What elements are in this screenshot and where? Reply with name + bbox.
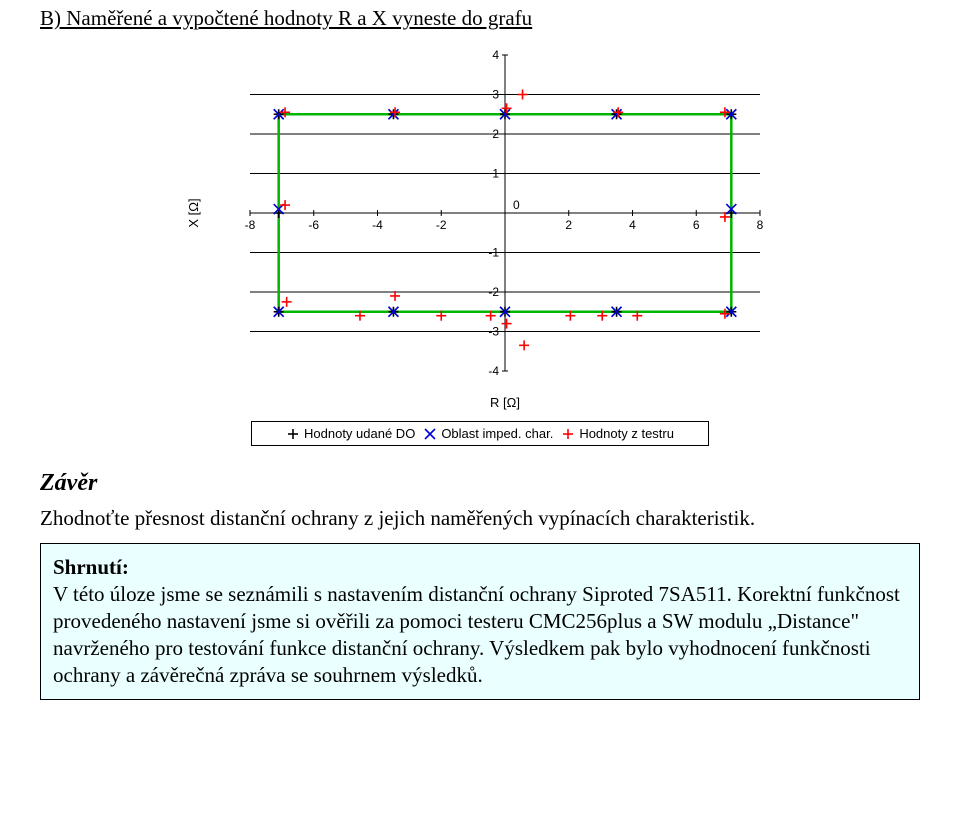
summary-lead: Shrnutí: [53, 555, 129, 579]
conclusion-heading: Závěr [40, 470, 920, 497]
legend-label: Oblast imped. char. [441, 426, 553, 441]
svg-text:8: 8 [757, 218, 764, 232]
plus-marker-icon [286, 427, 300, 441]
legend-item: Hodnoty z testru [561, 426, 674, 441]
svg-text:4: 4 [629, 218, 636, 232]
svg-text:-4: -4 [372, 218, 383, 232]
summary-body: V této úloze jsme se seznámili s nastave… [53, 582, 900, 687]
impedance-chart: -8 -6 -4 -2 0 2 4 6 8 -4 -3 -2 -1 1 2 3 4 R [Ω] X [Ω] [180, 45, 780, 415]
svg-text:-6: -6 [308, 218, 319, 232]
svg-text:R [Ω]: R [Ω] [490, 395, 520, 410]
svg-text:0: 0 [513, 198, 520, 212]
legend-label: Hodnoty z testru [579, 426, 674, 441]
svg-text:-2: -2 [488, 285, 499, 299]
legend-item: Oblast imped. char. [423, 426, 553, 441]
svg-text:2: 2 [492, 127, 499, 141]
legend-label: Hodnoty udané DO [304, 426, 415, 441]
page: B) Naměřené a vypočtené hodnoty R a X vy… [0, 0, 960, 830]
chart-legend: Hodnoty udané DO Oblast imped. char. Hodno… [251, 421, 709, 446]
x-marker-icon [423, 427, 437, 441]
svg-text:-2: -2 [436, 218, 447, 232]
svg-text:-4: -4 [488, 364, 499, 378]
svg-text:-1: -1 [488, 246, 499, 260]
svg-text:2: 2 [565, 218, 572, 232]
svg-text:1: 1 [492, 167, 499, 181]
conclusion-paragraph: Zhodnoťte přesnost distanční ochrany z j… [40, 505, 920, 531]
svg-text:-8: -8 [245, 218, 256, 232]
summary-box: Shrnutí: V této úloze jsme se seznámili … [40, 543, 920, 699]
chart-container: -8 -6 -4 -2 0 2 4 6 8 -4 -3 -2 -1 1 2 3 4 R [Ω] X [Ω] Hodn… [180, 45, 780, 446]
svg-text:4: 4 [492, 48, 499, 62]
plus-marker-icon [561, 427, 575, 441]
svg-text:-3: -3 [488, 325, 499, 339]
section-b-heading: B) Naměřené a vypočtené hodnoty R a X vy… [40, 6, 920, 31]
legend-item: Hodnoty udané DO [286, 426, 415, 441]
svg-text:6: 6 [693, 218, 700, 232]
svg-text:3: 3 [492, 88, 499, 102]
svg-text:X [Ω]: X [Ω] [186, 198, 201, 227]
